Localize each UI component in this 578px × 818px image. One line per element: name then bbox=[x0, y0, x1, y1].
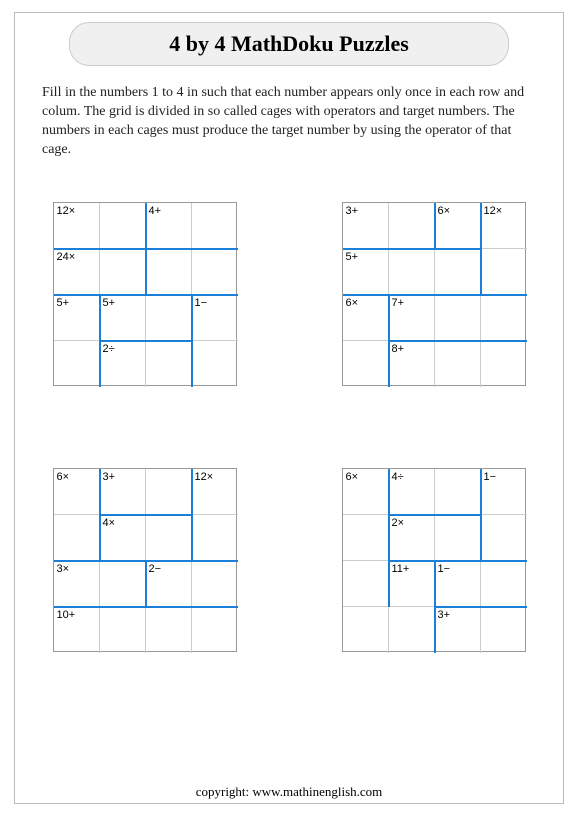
cage-clue: 6× bbox=[57, 471, 70, 483]
cage-edge bbox=[54, 248, 146, 250]
grid-cell[interactable] bbox=[435, 469, 481, 515]
grid-cell[interactable] bbox=[481, 607, 527, 653]
cage-edge bbox=[389, 560, 527, 562]
cage-edge bbox=[99, 295, 101, 341]
cage-edge bbox=[389, 340, 527, 342]
cage-clue: 6× bbox=[346, 471, 359, 483]
mathdoku-grid: 6× 4÷ 1− 2× 11+ 1− 3+ bbox=[342, 468, 526, 652]
grid-cell[interactable] bbox=[435, 249, 481, 295]
cage-edge bbox=[343, 248, 481, 250]
grid-cell[interactable] bbox=[192, 515, 238, 561]
cage-clue: 2÷ bbox=[103, 343, 115, 355]
grid-cell[interactable] bbox=[481, 295, 527, 341]
cage-edge bbox=[146, 248, 238, 250]
grid-cell[interactable] bbox=[481, 515, 527, 561]
cage-clue: 6× bbox=[438, 205, 451, 217]
mathdoku-grid: 6× 3+ 12× 4× 3× 2− 10+ bbox=[53, 468, 237, 652]
grid-cell[interactable] bbox=[192, 203, 238, 249]
grid-cell[interactable] bbox=[146, 515, 192, 561]
grid-cell[interactable] bbox=[146, 469, 192, 515]
grid-cell[interactable] bbox=[146, 295, 192, 341]
cage-clue: 3+ bbox=[103, 471, 116, 483]
instructions-text: Fill in the numbers 1 to 4 in such that … bbox=[42, 84, 536, 160]
cage-edge bbox=[435, 606, 527, 608]
grid-cell[interactable] bbox=[100, 203, 146, 249]
cage-edge bbox=[145, 561, 147, 607]
cage-clue: 10+ bbox=[57, 609, 76, 621]
grid-cell[interactable] bbox=[192, 607, 238, 653]
page-title: 4 by 4 MathDoku Puzzles bbox=[69, 22, 509, 66]
grid-cell[interactable] bbox=[435, 341, 481, 387]
grid-cell[interactable] bbox=[435, 295, 481, 341]
grid-cell[interactable] bbox=[343, 515, 389, 561]
cage-clue: 4× bbox=[103, 517, 116, 529]
puzzle-grids-container: 12× 4+ 24× 5+ 5+ 1− 2÷ 3+ 6× 12× 5+ 6× 7+ 8+ 6× 3+ 12× 4×… bbox=[0, 202, 578, 652]
mathdoku-grid: 3+ 6× 12× 5+ 6× 7+ 8+ bbox=[342, 202, 526, 386]
cage-clue: 1− bbox=[195, 297, 208, 309]
cage-clue: 5+ bbox=[103, 297, 116, 309]
cage-clue: 7+ bbox=[392, 297, 405, 309]
grid-cell[interactable] bbox=[192, 341, 238, 387]
grid-cell[interactable] bbox=[389, 249, 435, 295]
grid-cell[interactable] bbox=[146, 341, 192, 387]
cage-clue: 12× bbox=[484, 205, 503, 217]
copyright-text: copyright: www.mathinenglish.com bbox=[0, 784, 578, 800]
cage-clue: 5+ bbox=[346, 251, 359, 263]
cage-clue: 2− bbox=[149, 563, 162, 575]
cage-clue: 12× bbox=[57, 205, 76, 217]
grid-cell[interactable] bbox=[481, 561, 527, 607]
cage-edge bbox=[99, 341, 101, 387]
grid-cell[interactable] bbox=[192, 561, 238, 607]
cage-clue: 1− bbox=[484, 471, 497, 483]
cage-clue: 4+ bbox=[149, 205, 162, 217]
cage-clue: 2× bbox=[392, 517, 405, 529]
cage-clue: 12× bbox=[195, 471, 214, 483]
grid-cell[interactable] bbox=[389, 203, 435, 249]
grid-cell[interactable] bbox=[343, 561, 389, 607]
cage-clue: 3+ bbox=[346, 205, 359, 217]
cage-edge bbox=[54, 294, 238, 296]
cage-edge bbox=[434, 203, 436, 249]
cage-clue: 24× bbox=[57, 251, 76, 263]
cage-clue: 8+ bbox=[392, 343, 405, 355]
grid-cell[interactable] bbox=[146, 249, 192, 295]
cage-clue: 1− bbox=[438, 563, 451, 575]
grid-cell[interactable] bbox=[146, 607, 192, 653]
cage-clue: 5+ bbox=[57, 297, 70, 309]
grid-cell[interactable] bbox=[100, 607, 146, 653]
cage-clue: 11+ bbox=[392, 563, 410, 575]
cage-edge bbox=[388, 469, 390, 607]
grid-cell[interactable] bbox=[389, 607, 435, 653]
grid-cell[interactable] bbox=[481, 249, 527, 295]
grid-cell[interactable] bbox=[100, 249, 146, 295]
grid-cell[interactable] bbox=[343, 341, 389, 387]
grid-cell[interactable] bbox=[54, 515, 100, 561]
grid-cell[interactable] bbox=[435, 515, 481, 561]
cage-edge bbox=[389, 514, 481, 516]
grid-cell[interactable] bbox=[54, 341, 100, 387]
cage-clue: 3× bbox=[57, 563, 70, 575]
mathdoku-grid: 12× 4+ 24× 5+ 5+ 1− 2÷ bbox=[53, 202, 237, 386]
cage-edge bbox=[54, 606, 238, 608]
cage-clue: 6× bbox=[346, 297, 359, 309]
cage-clue: 3+ bbox=[438, 609, 451, 621]
cage-edge bbox=[100, 340, 192, 342]
grid-cell[interactable] bbox=[343, 607, 389, 653]
cage-edge bbox=[343, 294, 527, 296]
grid-cell[interactable] bbox=[481, 341, 527, 387]
grid-cell[interactable] bbox=[100, 561, 146, 607]
cage-clue: 4÷ bbox=[392, 471, 404, 483]
grid-cell[interactable] bbox=[192, 249, 238, 295]
cage-edge bbox=[100, 514, 192, 516]
